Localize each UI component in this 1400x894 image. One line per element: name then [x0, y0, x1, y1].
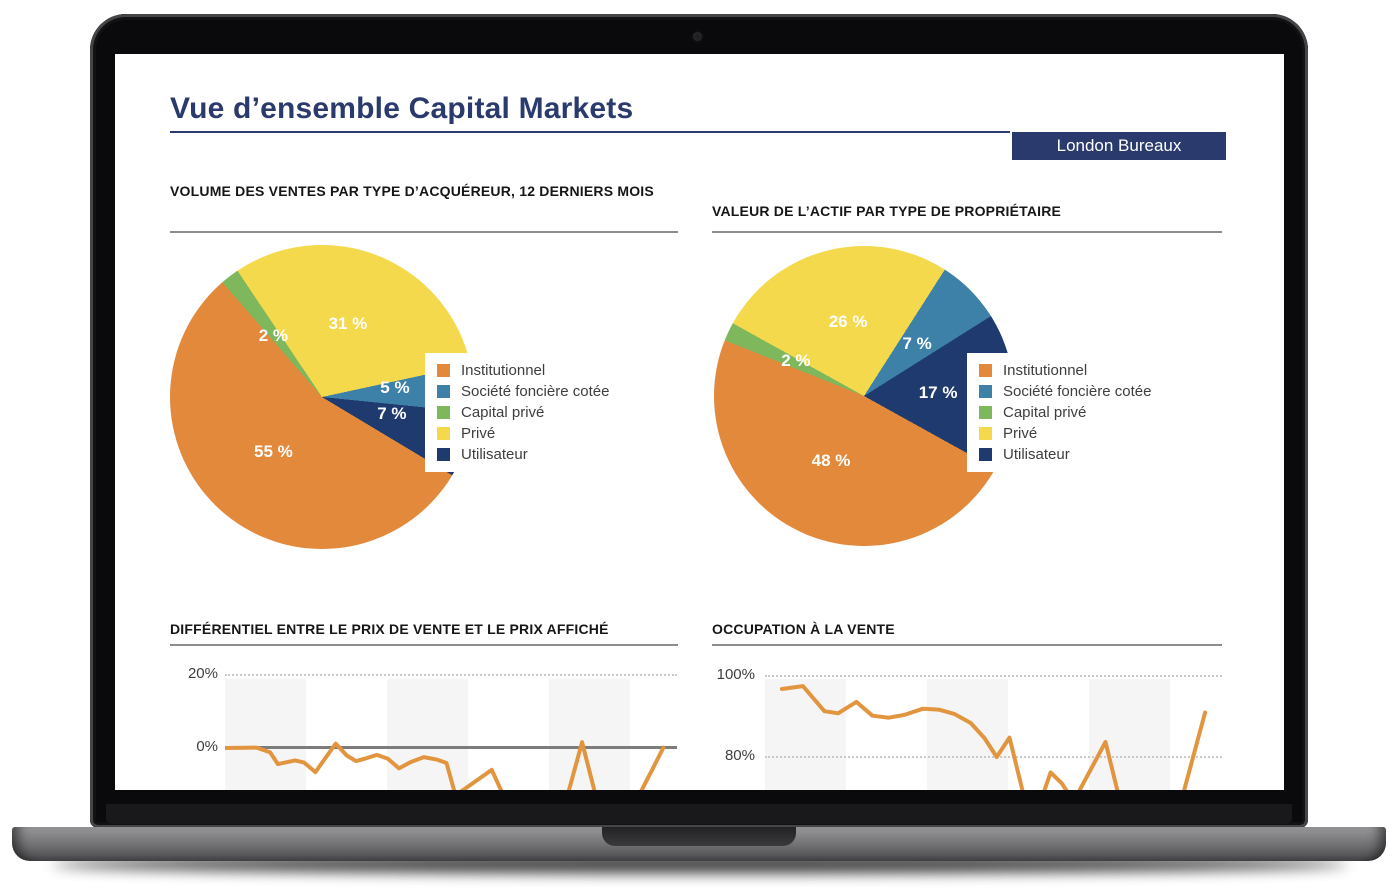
legend-swatch-icon	[979, 364, 992, 377]
legend-swatch-icon	[437, 427, 450, 440]
pie-slice-label: 55 %	[253, 441, 293, 461]
legend-label: Utilisateur	[461, 446, 528, 463]
y-axis-tick: 20%	[187, 665, 218, 682]
pie-slice-label: 26 %	[828, 311, 868, 331]
legend-swatch-icon	[437, 385, 450, 398]
page-title: Vue d’ensemble Capital Markets	[170, 92, 634, 125]
zero-axis-line	[225, 746, 677, 749]
legend-item: Institutionnel	[437, 360, 667, 381]
line-series	[225, 740, 666, 790]
legend-item: Privé	[979, 423, 1215, 444]
screen: Vue d’ensemble Capital Markets London Bu…	[115, 54, 1284, 790]
legend-swatch-icon	[979, 385, 992, 398]
title-underline	[170, 131, 1010, 133]
legend-label: Institutionnel	[461, 362, 546, 379]
y-axis-tick: 80%	[724, 747, 755, 764]
line-series	[779, 684, 1208, 790]
legend-item: Privé	[437, 423, 667, 444]
laptop-bezel-chin	[106, 804, 1292, 824]
legend-label: Capital privé	[1003, 404, 1087, 421]
pie-slice-label: 48 %	[811, 451, 851, 471]
legend-swatch-icon	[979, 427, 992, 440]
legend-label: Utilisateur	[1003, 446, 1070, 463]
legend-label: Privé	[461, 425, 496, 442]
laptop-lid: Vue d’ensemble Capital Markets London Bu…	[90, 14, 1308, 828]
gridline-80pct	[765, 756, 1222, 758]
plot-band-stripes	[765, 679, 1222, 790]
pie-chart-valeur-actif: 2 % 26 % 7 % 17 % 48 %	[714, 246, 1014, 546]
chart-title-valeur-actif: VALEUR DE L’ACTIF PAR TYPE DE PROPRIÉTAI…	[712, 203, 1062, 219]
legend-item: Capital privé	[979, 402, 1215, 423]
line-chart-differentiel-prix	[225, 660, 677, 790]
legend-swatch-icon	[437, 448, 450, 461]
section-rule	[170, 231, 678, 233]
chart-title-occupation-vente: OCCUPATION À LA VENTE	[712, 621, 895, 637]
legend-item: Utilisateur	[979, 444, 1215, 465]
pie-slice-label: 7 %	[377, 403, 407, 423]
section-rule	[712, 644, 1222, 646]
pie-slice-label: 5 %	[380, 377, 410, 397]
pie-slice-label: 17 %	[918, 383, 958, 402]
legend-label: Institutionnel	[1003, 362, 1088, 379]
section-rule	[170, 644, 678, 646]
laptop-base-notch	[602, 827, 796, 846]
pie-slice-label: 7 %	[902, 334, 932, 354]
pie-legend: Institutionnel Société foncière cotée Capi…	[425, 353, 679, 472]
y-axis-tick: 100%	[716, 666, 755, 683]
legend-item: Utilisateur	[437, 444, 667, 465]
legend-label: Privé	[1003, 425, 1038, 442]
plot-band-stripes	[225, 679, 677, 790]
chart-title-differentiel-prix: DIFFÉRENTIEL ENTRE LE PRIX DE VENTE ET L…	[170, 621, 609, 637]
section-rule	[712, 231, 1222, 233]
pie-chart-volume-ventes: 2 % 31 % 5 % 7 % 55 %	[170, 245, 474, 549]
legend-item: Société foncière cotée	[979, 381, 1215, 402]
pie-slice-label: 2 %	[781, 350, 811, 370]
legend-item: Société foncière cotée	[437, 381, 667, 402]
location-badge: London Bureaux	[1012, 132, 1226, 160]
pie-legend: Institutionnel Société foncière cotée Capi…	[967, 353, 1227, 472]
pie-slice-label: 31 %	[328, 314, 368, 334]
line-chart-occupation-vente	[765, 660, 1222, 790]
legend-swatch-icon	[437, 406, 450, 419]
legend-item: Capital privé	[437, 402, 667, 423]
chart-title-volume-ventes: VOLUME DES VENTES PAR TYPE D’ACQUÉREUR, …	[170, 183, 654, 199]
legend-label: Société foncière cotée	[461, 383, 610, 400]
legend-item: Institutionnel	[979, 360, 1215, 381]
legend-swatch-icon	[979, 406, 992, 419]
webcam-icon	[693, 32, 702, 41]
legend-swatch-icon	[979, 448, 992, 461]
legend-label: Capital privé	[461, 404, 545, 421]
y-axis-tick: 0%	[196, 738, 218, 755]
gridline-20pct	[225, 674, 677, 676]
pie-slice-label: 2 %	[258, 326, 289, 346]
laptop-base	[12, 827, 1386, 861]
legend-label: Société foncière cotée	[1003, 383, 1152, 400]
legend-swatch-icon	[437, 364, 450, 377]
gridline-100pct	[765, 675, 1222, 677]
